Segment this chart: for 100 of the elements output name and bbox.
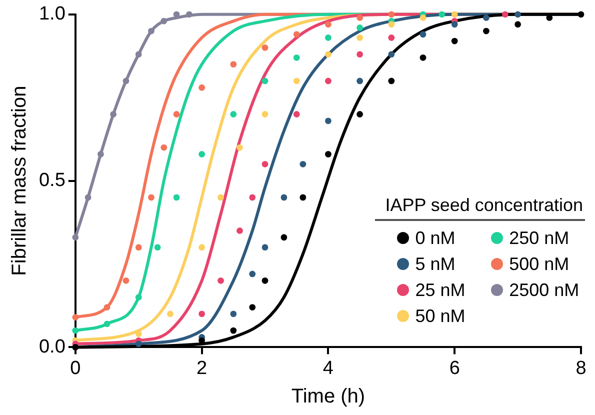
point xyxy=(249,304,256,310)
point xyxy=(122,277,130,284)
point xyxy=(218,194,224,201)
point xyxy=(280,194,288,201)
point xyxy=(280,234,288,241)
point xyxy=(300,194,306,201)
point xyxy=(262,111,268,118)
point xyxy=(451,11,458,18)
point xyxy=(148,194,154,201)
point xyxy=(135,330,142,338)
point xyxy=(218,277,224,284)
point xyxy=(388,51,395,58)
y-axis-title: Fibrillar mass fraction xyxy=(8,86,31,276)
point xyxy=(325,78,332,84)
point xyxy=(173,111,180,118)
point xyxy=(135,340,142,348)
point xyxy=(420,54,426,61)
x-tick-label: 8 xyxy=(576,358,586,379)
legend-label: 2500 nM xyxy=(509,280,580,300)
legend-title: IAPP seed concentration xyxy=(375,195,585,221)
point xyxy=(148,28,154,34)
point xyxy=(300,160,306,168)
point xyxy=(104,320,110,328)
point xyxy=(249,194,256,201)
point xyxy=(135,51,142,58)
point xyxy=(325,34,332,41)
point xyxy=(173,194,180,201)
point xyxy=(230,61,237,68)
x-tick-label: 6 xyxy=(449,358,460,379)
point xyxy=(262,78,268,84)
point xyxy=(236,144,243,151)
point xyxy=(262,160,268,168)
point xyxy=(578,11,584,18)
point xyxy=(502,11,508,18)
point xyxy=(483,28,490,34)
point xyxy=(388,11,395,18)
legend-label: 5 nM xyxy=(415,254,456,274)
point xyxy=(97,150,104,158)
point xyxy=(160,144,168,151)
point xyxy=(198,84,206,91)
point xyxy=(122,78,130,84)
point xyxy=(293,111,300,118)
point xyxy=(198,150,206,158)
point xyxy=(325,51,332,58)
point xyxy=(356,24,364,31)
x-axis-title: Time (h) xyxy=(291,386,366,408)
x-tick-label: 2 xyxy=(196,358,208,379)
legend-label: 500 nM xyxy=(509,254,570,274)
point xyxy=(160,18,168,24)
point xyxy=(546,14,553,21)
point xyxy=(514,21,521,28)
point xyxy=(325,118,332,124)
point xyxy=(438,11,446,18)
point xyxy=(72,327,79,334)
point xyxy=(420,14,426,21)
point xyxy=(104,304,110,310)
point xyxy=(388,78,395,84)
point xyxy=(173,11,180,18)
point xyxy=(293,31,300,38)
legend-label: 25 nM xyxy=(415,280,466,300)
point xyxy=(84,194,92,201)
point xyxy=(154,244,161,251)
y-tick-label: 0.5 xyxy=(38,170,66,192)
legend-label: 250 nM xyxy=(509,228,570,248)
point xyxy=(451,38,458,44)
point xyxy=(167,310,174,318)
point xyxy=(420,31,426,38)
point xyxy=(198,244,206,251)
point xyxy=(72,234,79,241)
point xyxy=(356,111,364,118)
point xyxy=(135,244,142,251)
x-tick-label: 0 xyxy=(70,358,81,379)
point xyxy=(293,54,300,61)
point xyxy=(325,150,332,158)
point xyxy=(262,277,268,284)
point xyxy=(110,111,117,118)
point xyxy=(198,310,206,318)
point xyxy=(236,228,243,234)
point xyxy=(230,327,237,334)
point xyxy=(230,111,237,118)
point xyxy=(451,21,458,28)
point xyxy=(356,34,364,41)
point xyxy=(293,78,300,84)
point xyxy=(388,21,395,28)
point xyxy=(356,78,364,84)
point xyxy=(262,44,268,51)
x-tick-label: 4 xyxy=(322,358,334,379)
point xyxy=(249,270,256,278)
point xyxy=(135,294,142,300)
point xyxy=(72,314,79,320)
y-tick-label: 1.0 xyxy=(38,4,66,25)
y-tick-label: 0.0 xyxy=(38,336,66,358)
legend-label: 0 nM xyxy=(415,228,456,248)
point xyxy=(356,51,364,58)
point xyxy=(356,14,364,21)
point xyxy=(483,14,490,21)
point xyxy=(388,34,395,41)
point xyxy=(186,11,192,18)
point xyxy=(514,11,521,18)
point xyxy=(262,244,268,251)
